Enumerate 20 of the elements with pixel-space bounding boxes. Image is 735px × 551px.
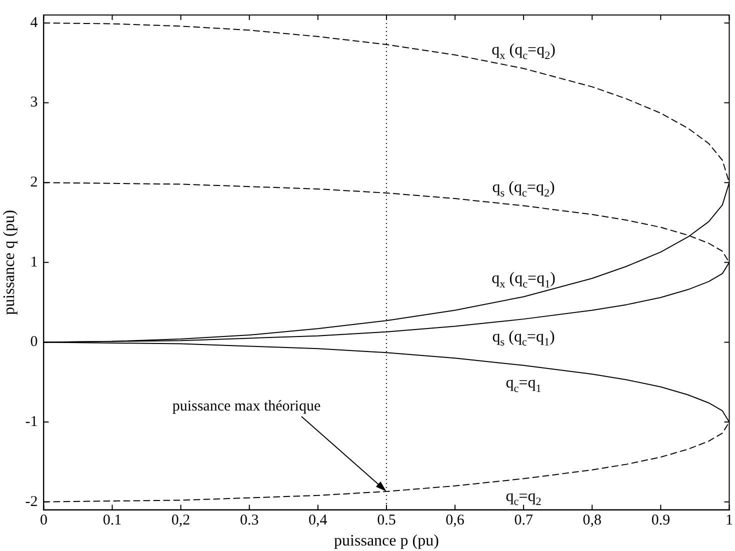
x-tick-label: 0.9	[651, 512, 670, 529]
y-tick-label: -1	[25, 414, 38, 430]
x-tick-label: 0,4	[308, 512, 328, 529]
x-tick-label: 0,6	[446, 512, 465, 529]
x-tick-label: 0,2	[171, 512, 190, 529]
y-tick-label: 4	[30, 14, 38, 31]
x-tick-label: 0,8	[582, 512, 602, 529]
x-tick-label: 0.7	[514, 512, 534, 529]
x-tick-label: 0.1	[102, 512, 122, 529]
x-axis-title: puissance p (pu)	[334, 532, 439, 550]
x-tick-label: 1	[726, 512, 733, 529]
y-tick-label: 3	[30, 94, 38, 111]
annotation: puissance max théorique	[172, 398, 321, 414]
y-tick-label: 1	[30, 254, 38, 270]
y-tick-label: 0	[30, 334, 38, 350]
y-tick-label: 2	[30, 174, 38, 191]
x-tick-label: 0.5	[377, 512, 396, 529]
y-axis-title: puissance q (pu)	[0, 210, 18, 315]
x-tick-label: 0.3	[240, 512, 259, 529]
y-tick-label: -2	[25, 494, 38, 510]
